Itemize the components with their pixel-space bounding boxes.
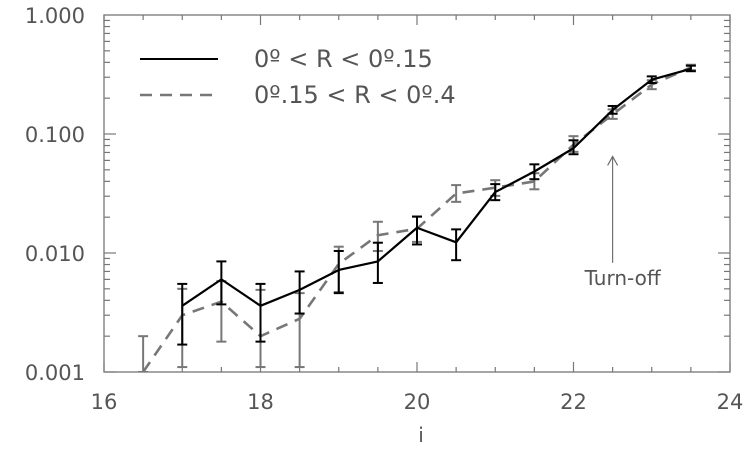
error-bar [412, 215, 422, 246]
annotation-arrowhead [607, 155, 619, 166]
y-tick-label: 0.010 [25, 242, 85, 266]
x-tick-label: 24 [717, 390, 744, 414]
error-bar [607, 104, 618, 115]
x-tick-label: 16 [91, 390, 118, 414]
error-bar [568, 139, 579, 156]
x-axis-title: i [418, 423, 424, 447]
series-0 [177, 64, 696, 346]
y-tick-label: 0.001 [25, 361, 85, 385]
error-bar [451, 228, 462, 262]
series-layer [138, 63, 696, 372]
solid-series-line [181, 67, 692, 307]
annotation-label: Turn-off [584, 266, 662, 290]
y-tick-label: 0.100 [25, 123, 85, 147]
error-bar [685, 64, 696, 73]
error-bar [490, 183, 501, 202]
error-bar [177, 282, 188, 346]
error-bar [333, 249, 344, 295]
error-bar [138, 335, 149, 372]
error-bar [529, 163, 540, 181]
error-bar [451, 184, 462, 203]
legend-label: 0º < R < 0º.15 [254, 45, 433, 73]
error-bar [372, 241, 383, 284]
legend: 0º < R < 0º.15 0º.15 < R < 0º.4 [140, 45, 456, 109]
error-bar [216, 260, 227, 306]
error-bar [646, 75, 657, 85]
tick-labels: 16 18 20 22 24 0.001 0.010 0.100 1.000 i [25, 4, 743, 447]
x-tick-label: 20 [404, 390, 431, 414]
legend-label: 0º.15 < R < 0º.4 [254, 81, 456, 109]
plot-area [103, 14, 731, 373]
x-tick-label: 18 [247, 390, 274, 414]
annotations: Turn-off [584, 155, 662, 290]
y-tick-label: 1.000 [25, 4, 85, 28]
error-bar [255, 282, 266, 343]
error-bar [294, 270, 305, 315]
x-tick-label: 22 [560, 390, 587, 414]
